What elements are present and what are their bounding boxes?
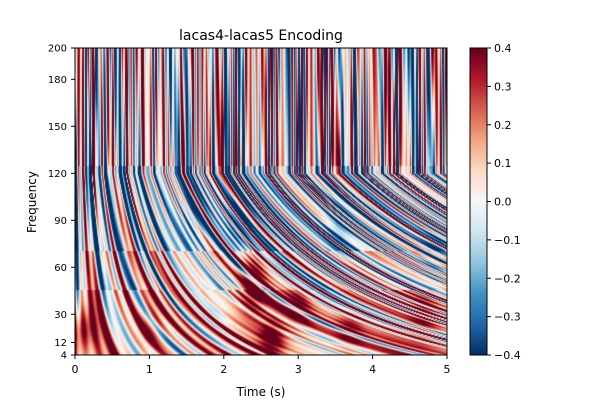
colorbar-tick-label: 0.1 — [494, 157, 512, 170]
y-tick-label: 150 — [48, 122, 67, 133]
x-axis: 0 1 2 3 4 5 — [72, 355, 451, 376]
colorbar-tick-label: −0.3 — [494, 311, 521, 324]
y-axis: 4 12 30 60 90 120 150 180 200 — [48, 44, 75, 362]
x-tick-label: 4 — [369, 363, 376, 376]
colorbar-tick-label: 0.2 — [494, 119, 512, 132]
y-tick-label: 12 — [54, 338, 67, 349]
colorbar-image — [470, 48, 487, 355]
y-tick-label: 200 — [48, 44, 67, 55]
heatmap-image — [75, 48, 447, 355]
x-tick-label: 3 — [295, 363, 302, 376]
colorbar-tick-label: −0.4 — [494, 349, 521, 362]
y-tick-label: 90 — [54, 216, 67, 227]
colorbar-tick-label: −0.2 — [494, 272, 521, 285]
x-tick-label: 2 — [220, 363, 227, 376]
plot-frame — [74, 47, 448, 356]
colorbar-tick-label: 0.3 — [494, 80, 512, 93]
colorbar-tick-label: 0.0 — [494, 196, 512, 209]
colorbar-tick-label: 0.4 — [494, 42, 512, 55]
y-tick-label: 4 — [61, 351, 67, 362]
y-tick-label: 60 — [54, 263, 67, 274]
y-tick-label: 180 — [48, 75, 67, 86]
x-tick-label: 5 — [444, 363, 451, 376]
colorbar-axis: 0.4 0.3 0.2 0.1 0.0 −0.1 −0.2 −0.3 −0.4 — [487, 42, 521, 362]
x-tick-label: 1 — [146, 363, 153, 376]
y-tick-label: 30 — [54, 310, 67, 321]
y-axis-label: Frequency — [25, 171, 39, 233]
x-axis-label: Time (s) — [236, 385, 286, 399]
x-tick-label: 0 — [72, 363, 79, 376]
y-tick-label: 120 — [48, 169, 67, 180]
chart-title: lacas4-lacas5 Encoding — [179, 28, 343, 44]
colorbar-tick-label: −0.1 — [494, 234, 521, 247]
